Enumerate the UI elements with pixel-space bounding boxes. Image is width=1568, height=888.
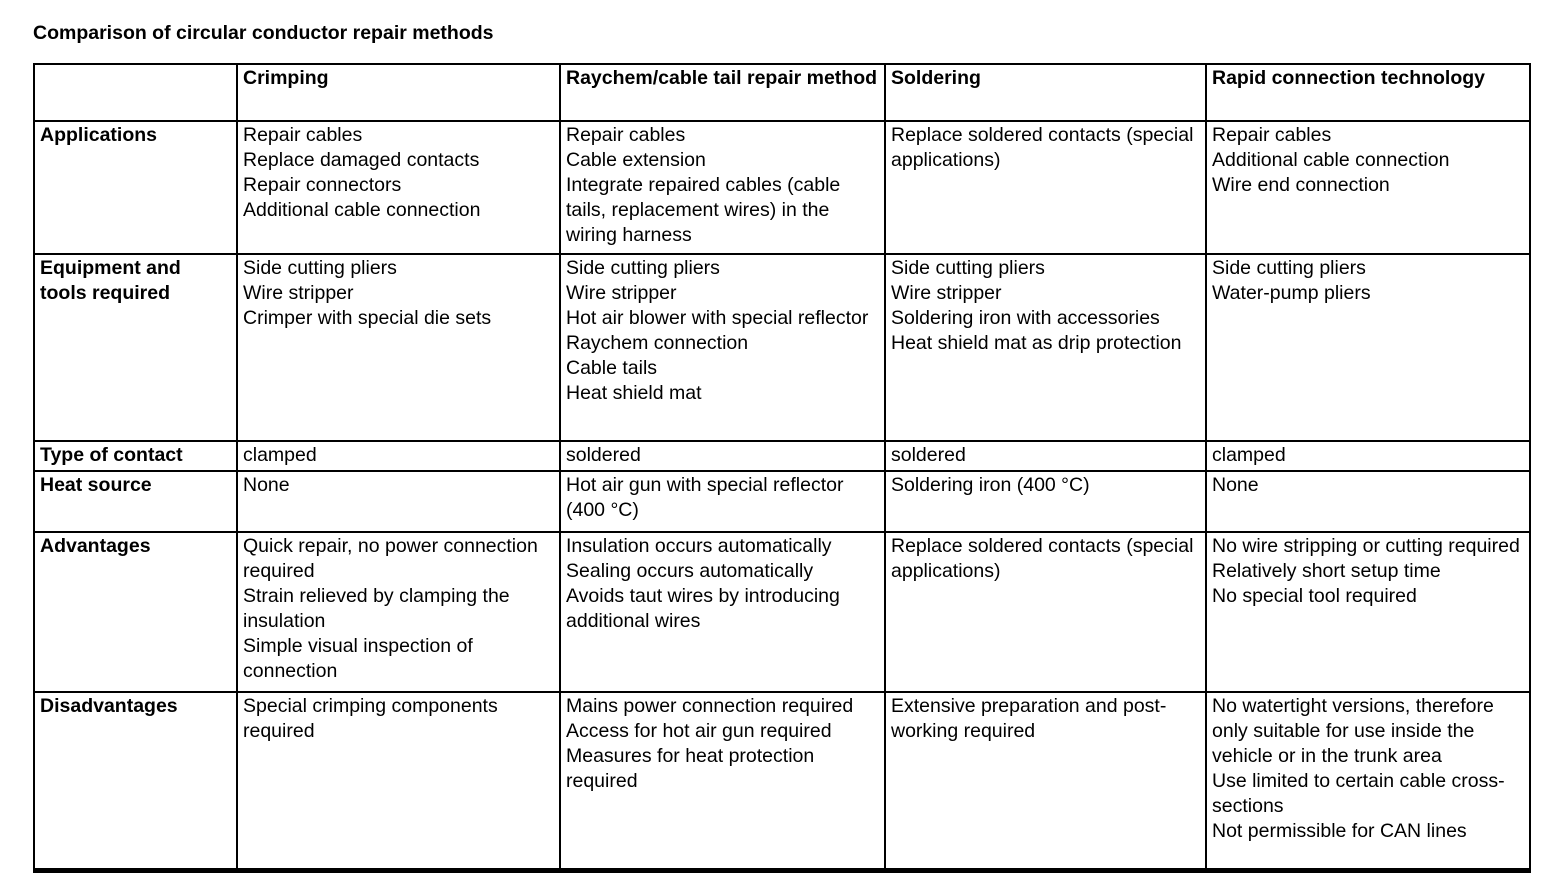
cell-disadvantages-crimping: Special crimping components required: [236, 691, 561, 872]
row-label-type-of-contact: Type of contact: [33, 440, 238, 473]
table-row-type-of-contact: Type of contact clamped soldered soldere…: [33, 440, 1531, 473]
table-row-heat-source: Heat source None Hot air gun with specia…: [33, 470, 1531, 534]
comparison-table: Crimping Raychem/cable tail repair metho…: [33, 63, 1531, 873]
cell-disadvantages-soldering: Extensive preparation and post-working r…: [884, 691, 1207, 872]
cell-advantages-raychem: Insulation occurs automatically Sealing …: [559, 531, 886, 694]
cell-advantages-rapid-connection: No wire stripping or cutting required Re…: [1205, 531, 1531, 694]
cell-heat-rapid-connection: None: [1205, 470, 1531, 534]
cell-heat-crimping: None: [236, 470, 561, 534]
cell-type-raychem: soldered: [559, 440, 886, 473]
cell-advantages-soldering: Replace soldered contacts (special appli…: [884, 531, 1207, 694]
cell-applications-rapid-connection: Repair cables Additional cable connectio…: [1205, 120, 1531, 256]
cell-advantages-crimping: Quick repair, no power connection requir…: [236, 531, 561, 694]
table-row-disadvantages: Disadvantages Special crimping component…: [33, 691, 1531, 872]
cell-applications-raychem: Repair cables Cable extension Integrate …: [559, 120, 886, 256]
cell-disadvantages-rapid-connection: No watertight versions, therefore only s…: [1205, 691, 1531, 872]
cell-equipment-rapid-connection: Side cutting pliers Water-pump pliers: [1205, 253, 1531, 443]
cell-applications-crimping: Repair cables Replace damaged contacts R…: [236, 120, 561, 256]
table-row-advantages: Advantages Quick repair, no power connec…: [33, 531, 1531, 694]
cell-type-soldering: soldered: [884, 440, 1207, 473]
cell-equipment-crimping: Side cutting pliers Wire stripper Crimpe…: [236, 253, 561, 443]
cell-equipment-raychem: Side cutting pliers Wire stripper Hot ai…: [559, 253, 886, 443]
cell-equipment-soldering: Side cutting pliers Wire stripper Solder…: [884, 253, 1207, 443]
table-row-applications: Applications Repair cables Replace damag…: [33, 120, 1531, 256]
cell-type-rapid-connection: clamped: [1205, 440, 1531, 473]
column-header-rapid-connection: Rapid connection technology: [1205, 63, 1531, 123]
column-header-raychem: Raychem/cable tail repair method: [559, 63, 886, 123]
row-label-advantages: Advantages: [33, 531, 238, 694]
row-label-heat-source: Heat source: [33, 470, 238, 534]
cell-heat-soldering: Soldering iron (400 °C): [884, 470, 1207, 534]
table-row-equipment: Equipment and tools required Side cuttin…: [33, 253, 1531, 443]
cell-type-crimping: clamped: [236, 440, 561, 473]
column-header-empty: [33, 63, 238, 123]
cell-heat-raychem: Hot air gun with special reflector (400 …: [559, 470, 886, 534]
row-label-equipment: Equipment and tools required: [33, 253, 238, 443]
page-title: Comparison of circular conductor repair …: [33, 22, 494, 44]
row-label-applications: Applications: [33, 120, 238, 256]
cell-applications-soldering: Replace soldered contacts (special appli…: [884, 120, 1207, 256]
table-header-row: Crimping Raychem/cable tail repair metho…: [33, 63, 1531, 123]
cell-disadvantages-raychem: Mains power connection required Access f…: [559, 691, 886, 872]
row-label-disadvantages: Disadvantages: [33, 691, 238, 872]
column-header-soldering: Soldering: [884, 63, 1207, 123]
column-header-crimping: Crimping: [236, 63, 561, 123]
